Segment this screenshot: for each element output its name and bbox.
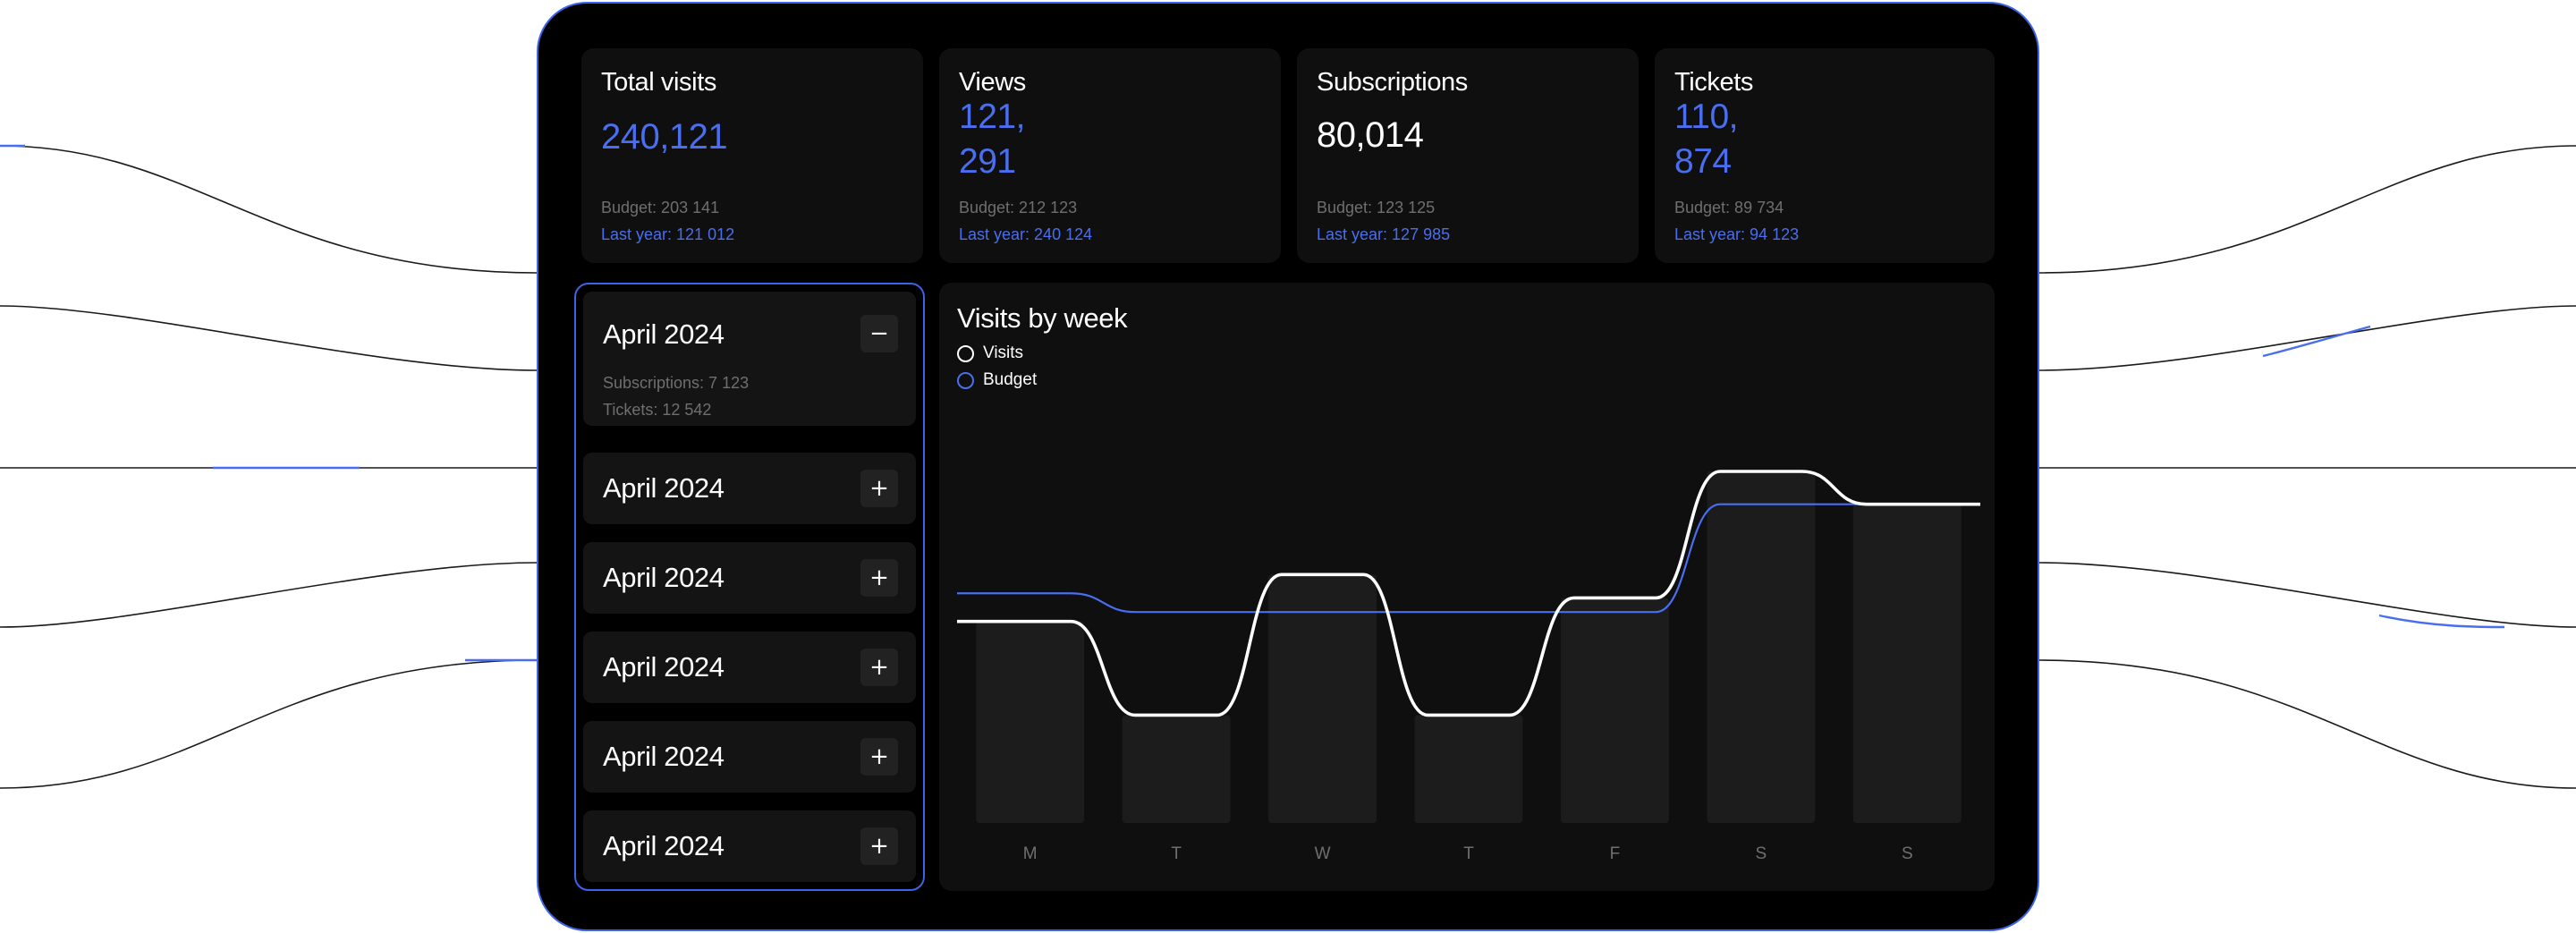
legend-budget: Budget [957,370,1037,390]
visits-bar [976,621,1085,823]
stat-title: Views [959,68,1026,97]
legend-visits: Visits [957,344,1023,363]
accordion-item[interactable]: April 2024 + [583,453,916,524]
connector-left-4 [0,562,538,628]
connector-right-4 [2038,562,2576,628]
collapse-button[interactable]: − [860,315,898,352]
stat-value: 240,121 [601,117,728,157]
visits-bar [1122,715,1231,823]
stat-card-views: Views 121, 291 Budget: 212 123 Last year… [939,48,1281,263]
connector-right-5 [2038,659,2576,789]
stat-budget: Budget: 89 734 [1674,199,1784,216]
stat-budget: Budget: 203 141 [601,199,720,216]
accordion-item-label: April 2024 [603,741,724,772]
accordion-item-label: April 2024 [603,318,724,350]
legend-marker-budget [957,371,974,389]
expand-button[interactable]: + [860,738,898,776]
stat-value: 80,014 [1317,115,1424,155]
expand-button[interactable]: + [860,827,898,865]
connector-highlight-4 [2262,325,2371,358]
accordion-item-label: April 2024 [603,562,724,593]
accordion-item-label: April 2024 [603,472,724,504]
stat-last-year: Last year: 94 123 [1674,225,1800,243]
dashboard-device: Total visits 240,121 Budget: 203 141 Las… [537,2,2039,931]
stat-card-total-visits: Total visits 240,121 Budget: 203 141 Las… [581,48,923,263]
x-tick-label: S [1902,844,1913,863]
x-tick-label: F [1610,844,1621,863]
accordion-item[interactable]: April 2024 + [583,542,916,614]
expand-button[interactable]: + [860,470,898,507]
connector-left-5 [0,659,538,789]
legend-marker-visits [957,344,974,362]
stat-value: 121, 291 [959,98,1025,181]
x-tick-label: M [1023,844,1038,863]
connector-right-2 [2038,305,2576,371]
accordion-detail-tickets: Tickets: 12 542 [603,401,712,419]
stat-last-year: Last year: 121 012 [601,225,735,243]
visits-bar [1268,574,1377,823]
visits-bar [1560,598,1669,823]
stat-title: Subscriptions [1317,68,1468,97]
stat-card-subscriptions: Subscriptions 80,014 Budget: 123 125 Las… [1297,48,1639,263]
expand-button[interactable]: + [860,559,898,597]
connector-left-2 [0,305,538,371]
connector-right-1 [2038,145,2576,274]
visits-bar [1707,471,1816,823]
accordion-item[interactable]: April 2024 + [583,810,916,882]
visits-bar [1414,715,1523,823]
stat-title: Total visits [601,68,716,97]
visits-by-week-chart: M T W T F S S Visits by week Visits Budget [939,283,1995,891]
accordion-item[interactable]: April 2024 + [583,721,916,793]
month-accordion: April 2024 − Subscriptions: 7 123 Ticket… [574,283,925,891]
accordion-item-label: April 2024 [603,830,724,861]
stat-title: Tickets [1674,68,1753,97]
x-tick-label: T [1463,844,1474,863]
visits-line [957,470,1980,717]
x-tick-label: W [1315,844,1331,863]
visits-bar [1852,504,1962,823]
legend-label-budget: Budget [983,370,1038,389]
budget-line [957,503,1980,614]
legend-label-visits: Visits [983,344,1024,362]
accordion-item[interactable]: April 2024 + [583,632,916,703]
chart-title: Visits by week [957,302,1128,334]
accordion-detail-subscriptions: Subscriptions: 7 123 [603,374,750,392]
x-tick-label: S [1756,844,1767,863]
accordion-item-label: April 2024 [603,651,724,683]
expand-button[interactable]: + [860,649,898,686]
connector-left-1 [0,145,538,274]
stat-last-year: Last year: 127 985 [1317,225,1451,243]
stat-last-year: Last year: 240 124 [959,225,1093,243]
stat-card-tickets: Tickets 110, 874 Budget: 89 734 Last yea… [1655,48,1995,263]
x-tick-label: T [1171,844,1182,863]
connector-highlight-5 [2378,614,2505,629]
stat-value: 110, 874 [1674,98,1739,181]
accordion-item-expanded[interactable]: April 2024 − Subscriptions: 7 123 Ticket… [583,292,916,426]
stat-budget: Budget: 212 123 [959,199,1078,216]
stat-budget: Budget: 123 125 [1317,199,1436,216]
